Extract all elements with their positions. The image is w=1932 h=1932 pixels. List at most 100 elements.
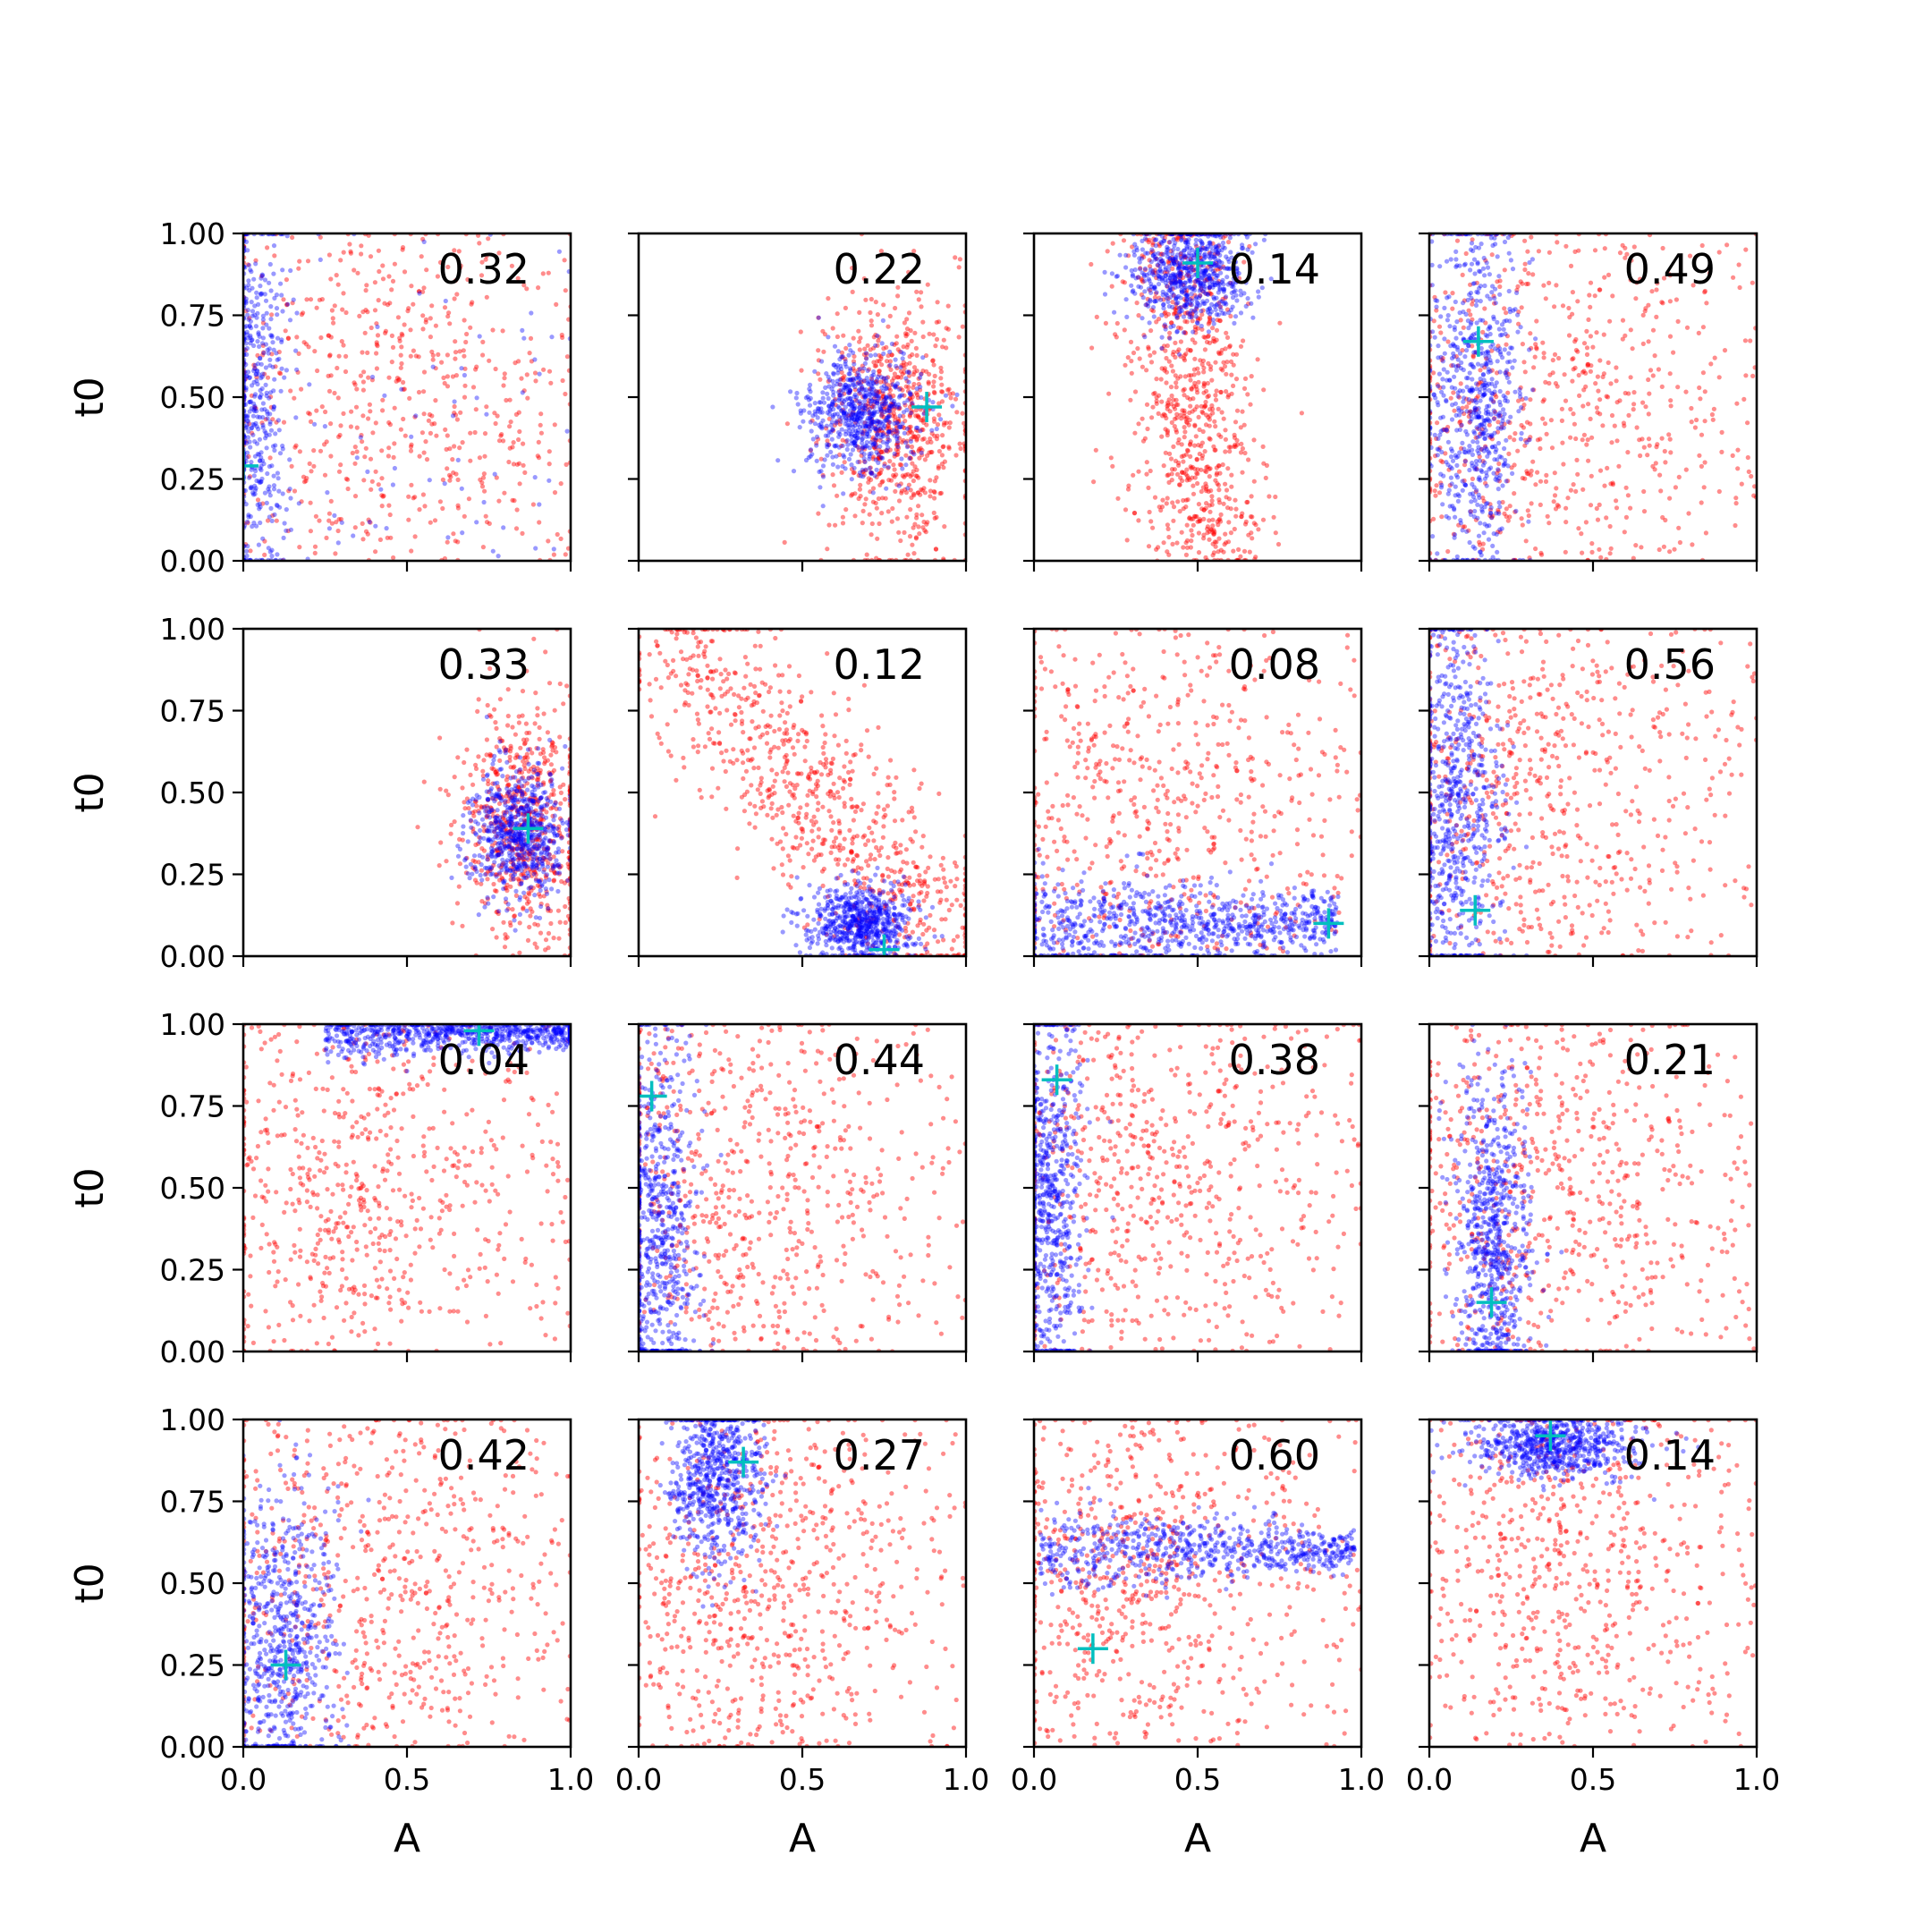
blue-point [834,420,839,426]
blue-point [1151,314,1157,319]
red-point [1584,328,1589,334]
blue-point [897,413,902,419]
red-point [552,490,558,496]
blue-point [822,457,827,462]
red-point [281,297,286,302]
red-point [470,300,475,305]
red-point [1456,394,1462,400]
red-point [455,505,461,511]
blue-point [271,473,276,479]
blue-point [1202,268,1208,274]
red-point [1158,251,1164,257]
red-point [1708,361,1714,367]
red-point [1522,369,1528,375]
red-point [1175,402,1181,408]
red-point [1596,388,1601,394]
red-point [1686,511,1691,516]
blue-point [835,349,841,354]
red-point [1489,368,1495,373]
red-point [1580,437,1585,443]
red-point [1581,387,1587,393]
blue-point [852,465,857,470]
red-point [1171,258,1176,264]
blue-point [934,426,939,432]
red-point [1267,494,1272,499]
blue-point [263,436,268,441]
y-tick-label: 0.50 [160,380,225,415]
blue-point [1177,262,1183,267]
red-point [498,433,504,438]
blue-point [243,341,249,346]
red-point [1183,298,1189,303]
blue-point [877,420,884,426]
blue-point [1201,268,1207,274]
red-point [269,352,275,357]
red-point [335,282,341,287]
red-point [1152,267,1157,273]
red-point [1207,436,1212,441]
red-point [892,474,897,479]
blue-point [867,452,872,457]
blue-point [881,351,886,357]
blue-point [1235,251,1241,257]
blue-point [1173,256,1178,261]
blue-point [874,381,879,386]
red-point [919,304,924,309]
red-point [1483,444,1488,449]
blue-point [1176,270,1182,275]
blue-point [809,428,814,434]
blue-point [876,419,881,424]
blue-point [866,424,871,429]
red-point [1538,550,1544,555]
blue-point [1222,286,1227,292]
red-point [354,449,360,454]
red-point [1211,528,1216,533]
red-point [1458,318,1463,323]
red-point [1434,483,1439,488]
red-point [904,514,910,520]
red-point [529,359,535,364]
red-point [1217,318,1223,323]
red-point [938,376,944,381]
red-point [1513,431,1518,436]
red-point [1177,509,1182,514]
red-point [1436,490,1443,496]
red-point [856,496,861,502]
red-point [1210,523,1216,529]
red-point [1671,350,1676,355]
red-point [884,408,889,413]
blue-point [1157,263,1163,269]
red-point [530,502,537,507]
red-point [1521,402,1527,408]
red-point [290,301,295,306]
red-point [1431,370,1436,376]
blue-point [1511,308,1516,313]
blue-point [863,467,869,472]
red-point [283,328,288,334]
red-point [1225,539,1232,545]
blue-point [1481,377,1487,383]
red-point [336,353,342,359]
red-point [401,416,406,422]
red-point [1216,522,1221,528]
red-point [908,473,913,479]
red-point [1610,293,1615,299]
red-point [847,390,852,395]
blue-point [1167,256,1173,261]
blue-point [257,334,262,339]
red-point [957,441,962,446]
blue-point [895,421,901,427]
red-point [877,451,882,457]
blue-point [1136,284,1141,289]
red-point [1507,504,1513,509]
red-point [1205,464,1210,470]
red-point [1538,445,1543,452]
blue-point [1130,274,1135,279]
blue-point [266,546,271,551]
red-point [1570,311,1575,317]
red-point [536,439,541,445]
red-point [1253,522,1258,528]
red-point [421,411,427,417]
blue-point [1208,256,1213,261]
red-point [913,473,919,479]
